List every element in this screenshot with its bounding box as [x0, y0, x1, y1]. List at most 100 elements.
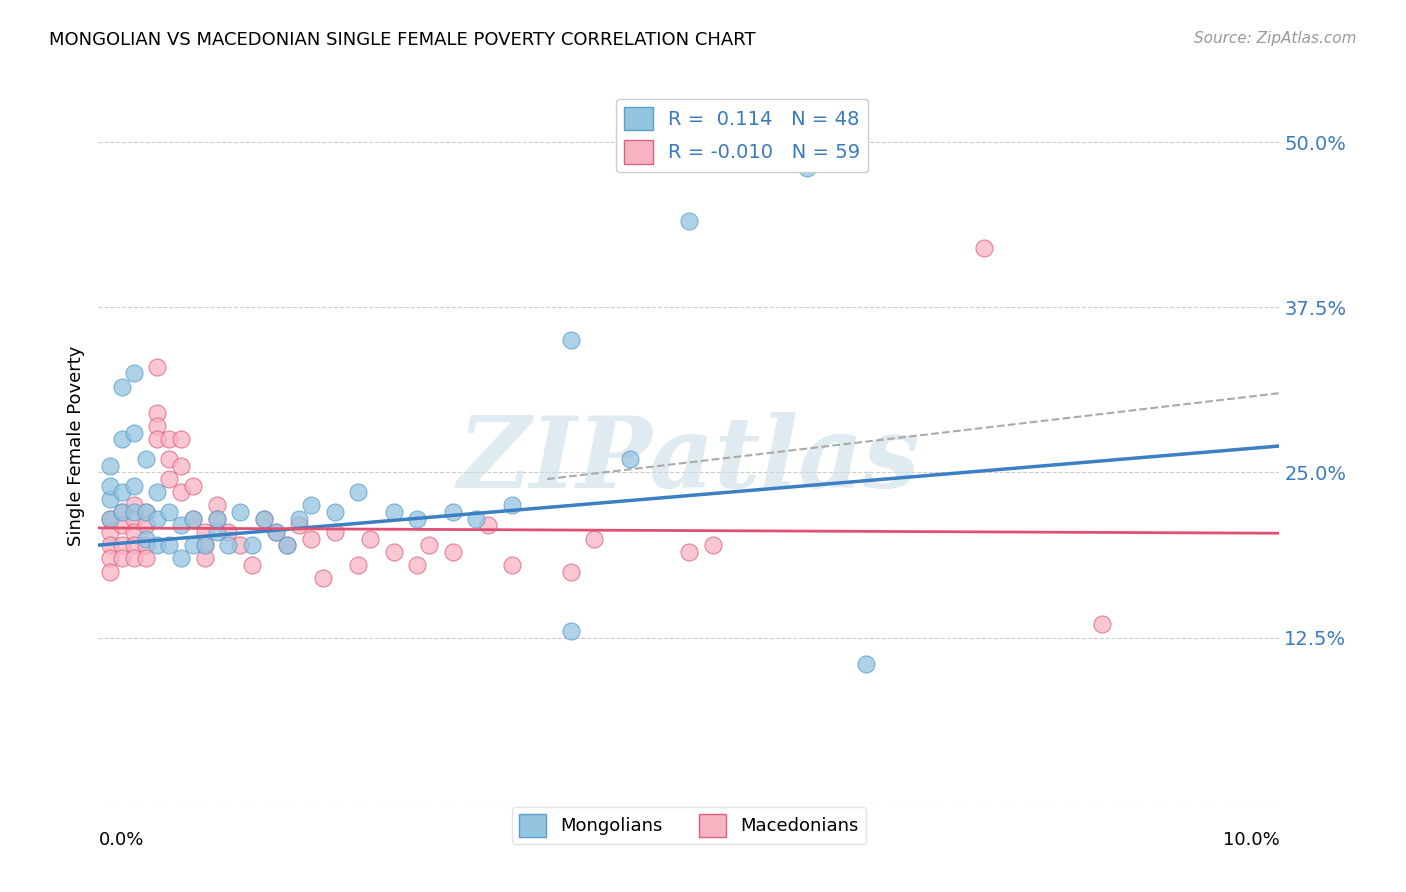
Point [111, 538, 134, 552]
Point [170, 518, 193, 533]
Point [157, 452, 180, 467]
Text: 0.0%: 0.0% [98, 831, 143, 849]
Point [98, 551, 121, 566]
Point [146, 538, 169, 552]
Point [135, 538, 157, 552]
Point [135, 505, 157, 519]
Point [194, 524, 217, 539]
Point [111, 485, 134, 500]
Point [323, 505, 346, 519]
Point [347, 485, 370, 500]
Point [560, 565, 582, 579]
Point [229, 538, 252, 552]
Point [477, 518, 499, 533]
Point [501, 499, 523, 513]
Point [135, 505, 157, 519]
Point [146, 406, 169, 420]
Point [678, 545, 700, 559]
Point [619, 452, 641, 467]
Point [146, 485, 169, 500]
Point [312, 571, 335, 585]
Point [441, 545, 464, 559]
Point [796, 161, 818, 176]
Point [111, 505, 134, 519]
Point [382, 505, 405, 519]
Point [288, 518, 311, 533]
Point [973, 241, 995, 255]
Point [122, 478, 145, 492]
Text: 10.0%: 10.0% [1223, 831, 1279, 849]
Point [240, 538, 263, 552]
Point [205, 511, 228, 525]
Point [98, 524, 121, 539]
Point [135, 551, 157, 566]
Point [323, 524, 346, 539]
Legend: Mongolians, Macedonians: Mongolians, Macedonians [512, 807, 866, 844]
Point [135, 452, 157, 467]
Point [276, 538, 298, 552]
Point [181, 478, 204, 492]
Point [359, 532, 381, 546]
Point [98, 478, 121, 492]
Point [122, 538, 145, 552]
Point [276, 538, 298, 552]
Point [441, 505, 464, 519]
Point [217, 524, 239, 539]
Point [205, 524, 228, 539]
Point [264, 524, 287, 539]
Point [217, 538, 239, 552]
Point [406, 511, 429, 525]
Y-axis label: Single Female Poverty: Single Female Poverty [66, 346, 84, 546]
Point [146, 433, 169, 447]
Point [560, 333, 582, 347]
Point [299, 499, 322, 513]
Point [170, 551, 193, 566]
Point [146, 511, 169, 525]
Point [501, 558, 523, 572]
Point [122, 505, 145, 519]
Point [229, 505, 252, 519]
Point [181, 538, 204, 552]
Point [253, 511, 276, 525]
Text: ZIPatlas: ZIPatlas [458, 412, 920, 508]
Point [678, 214, 700, 228]
Point [98, 491, 121, 506]
Point [111, 505, 134, 519]
Point [418, 538, 440, 552]
Point [98, 538, 121, 552]
Point [465, 511, 488, 525]
Point [288, 511, 311, 525]
Point [181, 511, 204, 525]
Point [194, 551, 217, 566]
Point [855, 657, 877, 671]
Text: Source: ZipAtlas.com: Source: ZipAtlas.com [1194, 31, 1357, 46]
Point [181, 511, 204, 525]
Point [382, 545, 405, 559]
Point [98, 511, 121, 525]
Point [135, 532, 157, 546]
Point [98, 511, 121, 525]
Point [560, 624, 582, 638]
Point [122, 425, 145, 440]
Point [170, 433, 193, 447]
Point [299, 532, 322, 546]
Point [157, 538, 180, 552]
Point [253, 511, 276, 525]
Point [240, 558, 263, 572]
Point [122, 499, 145, 513]
Point [111, 379, 134, 393]
Point [583, 532, 606, 546]
Point [194, 538, 217, 552]
Point [122, 524, 145, 539]
Point [170, 485, 193, 500]
Point [111, 433, 134, 447]
Point [122, 367, 145, 381]
Point [111, 518, 134, 533]
Point [170, 458, 193, 473]
Point [157, 505, 180, 519]
Point [1091, 617, 1114, 632]
Point [702, 538, 724, 552]
Point [135, 518, 157, 533]
Point [146, 419, 169, 434]
Point [157, 433, 180, 447]
